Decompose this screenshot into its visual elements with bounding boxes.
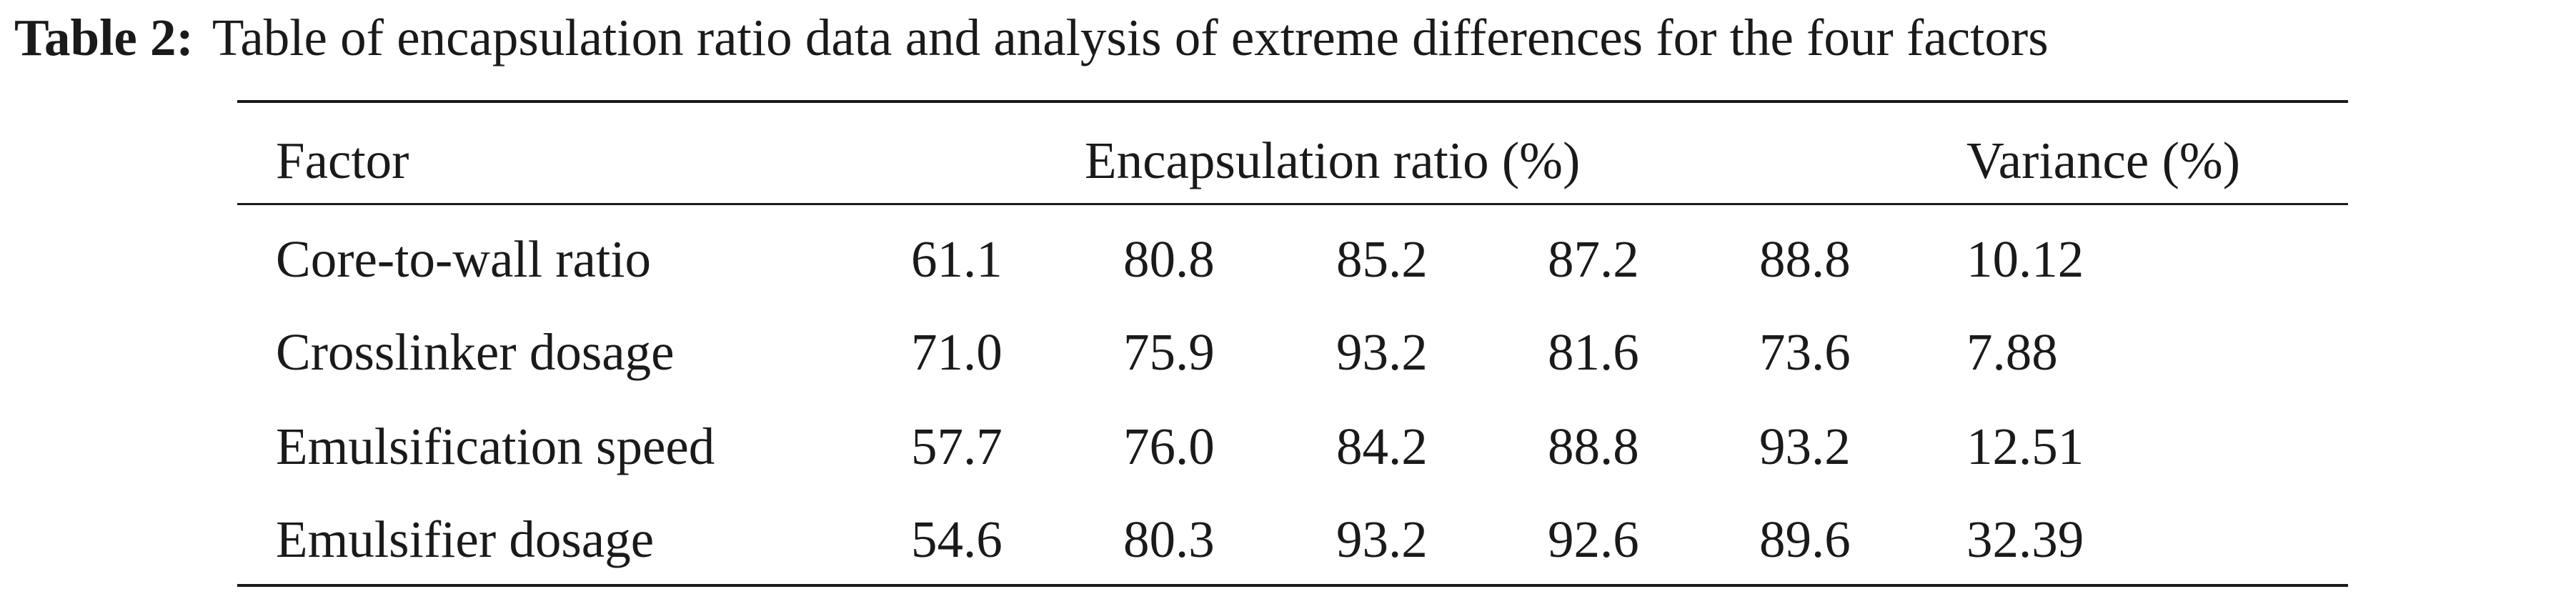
- header-factor: Factor: [276, 132, 409, 189]
- table-cell: 93.2: [1336, 510, 1428, 568]
- table-cell: 81.6: [1548, 323, 1639, 381]
- table-cell: 88.8: [1548, 417, 1639, 475]
- header-variance: Variance (%): [1966, 132, 2241, 189]
- table-cell-variance: 7.88: [1966, 323, 2058, 381]
- table-row-factor: Crosslinker dosage: [276, 323, 675, 381]
- table-row-factor: Emulsifier dosage: [276, 510, 655, 568]
- table-cell: 61.1: [911, 230, 1003, 288]
- table-cell: 92.6: [1548, 510, 1639, 568]
- table-cell: 75.9: [1123, 323, 1215, 381]
- table-row-factor: Core-to-wall ratio: [276, 230, 652, 288]
- table-cell: 93.2: [1759, 417, 1851, 475]
- table-cell: 57.7: [911, 417, 1003, 475]
- table-bottom-rule: [237, 584, 2348, 587]
- table-cell: 85.2: [1336, 230, 1428, 288]
- table-cell: 76.0: [1123, 417, 1215, 475]
- table-cell-variance: 12.51: [1966, 417, 2084, 475]
- table-cell: 80.8: [1123, 230, 1215, 288]
- table-top-rule: [237, 100, 2348, 103]
- table-title: Table of encapsulation ratio data and an…: [212, 9, 2049, 66]
- table-label: Table 2:: [14, 9, 194, 66]
- table-cell: 73.6: [1759, 323, 1851, 381]
- table-cell: 89.6: [1759, 510, 1851, 568]
- table-cell-variance: 10.12: [1966, 230, 2084, 288]
- table-cell: 87.2: [1548, 230, 1639, 288]
- table-header-rule: [237, 203, 2348, 205]
- table-caption: Table 2: Table of encapsulation ratio dat…: [14, 6, 2049, 70]
- table-cell: 84.2: [1336, 417, 1428, 475]
- table-cell-variance: 32.39: [1966, 510, 2084, 568]
- table-cell: 71.0: [911, 323, 1003, 381]
- table-cell: 88.8: [1759, 230, 1851, 288]
- table-cell: 80.3: [1123, 510, 1215, 568]
- table-row-factor: Emulsification speed: [276, 417, 715, 475]
- header-encapsulation-ratio: Encapsulation ratio (%): [1085, 132, 1581, 189]
- table-cell: 93.2: [1336, 323, 1428, 381]
- table-cell: 54.6: [911, 510, 1003, 568]
